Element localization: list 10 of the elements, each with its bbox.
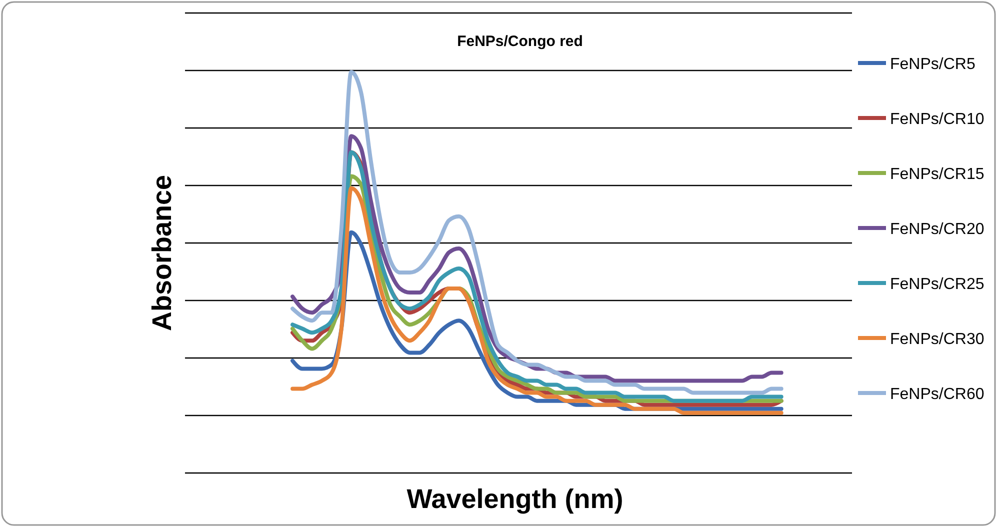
legend-label: FeNPs/CR5 <box>890 56 976 73</box>
y-axis-title: Absorbance <box>147 174 177 332</box>
legend-label: FeNPs/CR30 <box>890 331 984 348</box>
legend-label: FeNPs/CR25 <box>890 276 984 293</box>
legend-label: FeNPs/CR15 <box>890 166 984 183</box>
x-axis-title: Wavelength (nm) <box>406 484 624 514</box>
legend-label: FeNPs/CR10 <box>890 111 984 128</box>
chart-title: FeNPs/Congo red <box>457 33 583 50</box>
legend-label: FeNPs/CR60 <box>890 386 984 403</box>
legend-label: FeNPs/CR20 <box>890 221 984 238</box>
